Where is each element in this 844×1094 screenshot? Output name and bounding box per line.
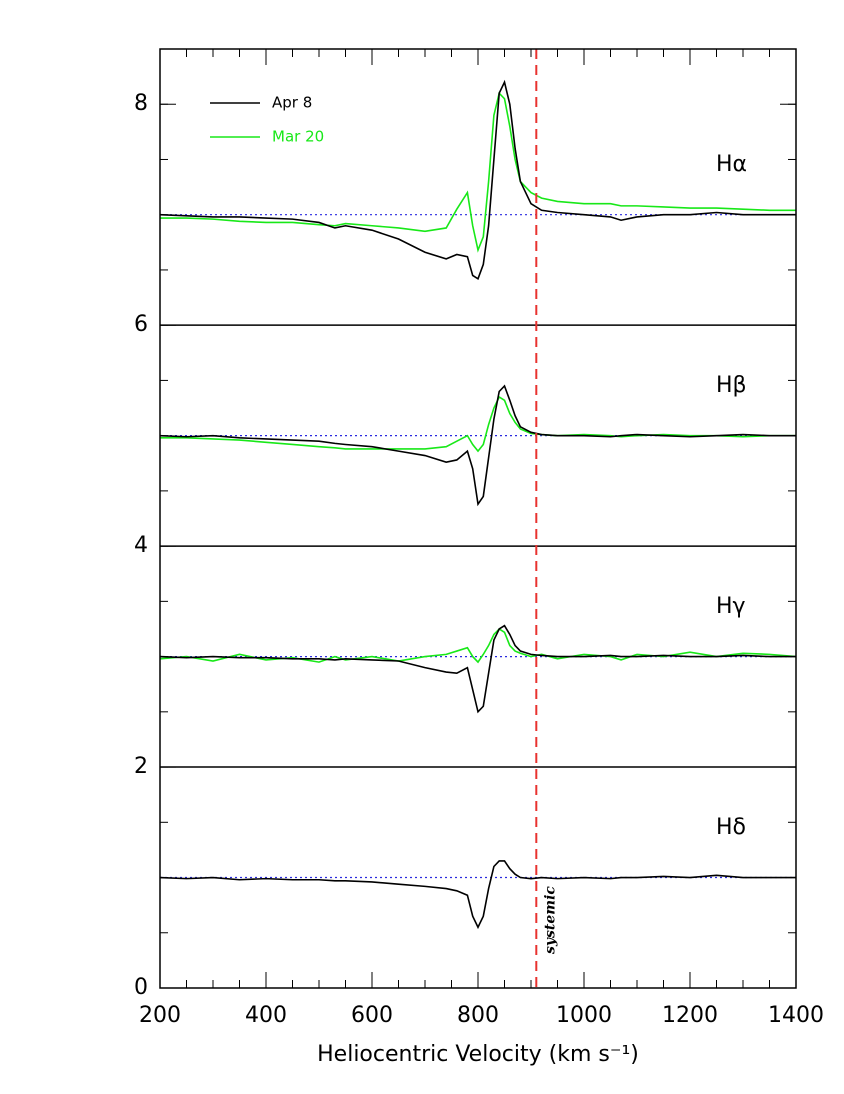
- legend-label: Apr 8: [272, 94, 312, 112]
- x-tick-label: 800: [457, 1003, 499, 1028]
- spectrum-line: [159, 624, 796, 714]
- spectrum-line: [160, 395, 796, 453]
- panel-label: Hγ: [716, 594, 746, 619]
- x-tick-label: 1400: [768, 1003, 824, 1028]
- y-tick-label: 0: [134, 975, 148, 1000]
- y-tick-label: 2: [134, 754, 148, 779]
- legend-label: Mar 20: [272, 128, 324, 146]
- spectrum-line: [159, 860, 796, 930]
- x-tick-label: 1200: [662, 1003, 718, 1028]
- y-tick-label: 4: [134, 533, 148, 558]
- spectrum-line: [159, 384, 796, 507]
- x-axis-label: Heliocentric Velocity (km s⁻¹): [317, 1042, 639, 1067]
- spectrum-line: [160, 91, 796, 253]
- systemic-label: systemic: [542, 886, 558, 954]
- spectrum-line: [159, 627, 797, 664]
- x-tick-label: 600: [351, 1003, 393, 1028]
- panel-label: Hα: [716, 152, 747, 177]
- y-tick-label: 6: [134, 312, 148, 337]
- x-tick-label: 200: [139, 1003, 181, 1028]
- panel-label: Hδ: [716, 815, 746, 840]
- x-tick-label: 1000: [556, 1003, 612, 1028]
- spectrum-line: [159, 79, 796, 280]
- x-tick-label: 400: [245, 1003, 287, 1028]
- y-tick-label: 8: [134, 91, 148, 116]
- plot-frame: [159, 48, 797, 989]
- panel-label: Hβ: [716, 373, 747, 398]
